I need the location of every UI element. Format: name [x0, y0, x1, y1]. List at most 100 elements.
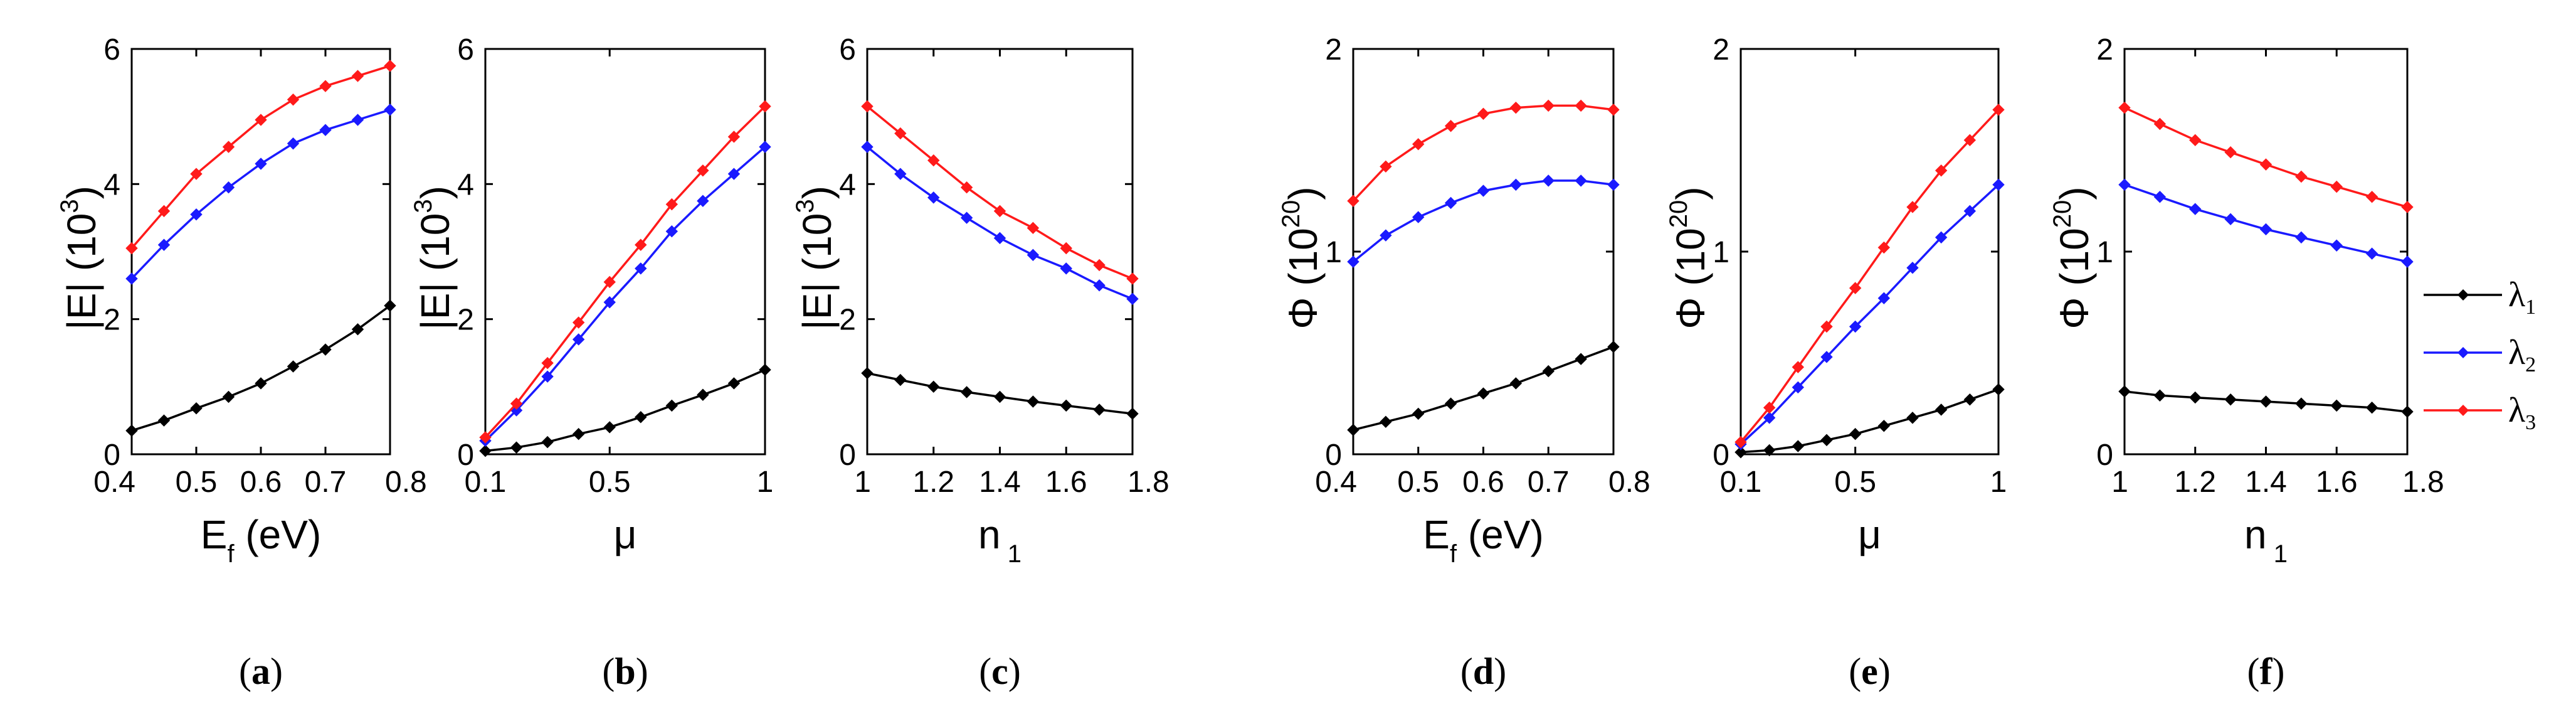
- data-point: [1963, 205, 1977, 218]
- plot-frame: [484, 48, 766, 456]
- data-point: [927, 154, 940, 167]
- data-point: [861, 141, 874, 153]
- series-lambda3: [2118, 101, 2414, 213]
- series-lambda3: [479, 100, 771, 444]
- data-point: [1509, 377, 1523, 390]
- y-axis-label: |E| (103): [791, 186, 840, 330]
- data-point: [1792, 381, 1805, 394]
- x-subscript: f: [1450, 540, 1457, 568]
- data-point: [894, 373, 907, 386]
- data-point: [1992, 383, 2005, 396]
- data-point: [384, 60, 396, 72]
- data-point: [993, 205, 1006, 218]
- series-lambda2: [1734, 178, 2005, 450]
- caption-letter: a: [251, 651, 270, 692]
- y-unit-close: ): [2052, 186, 2097, 200]
- data-point: [2330, 180, 2343, 193]
- x-tick-label: 1: [2111, 466, 2128, 499]
- caption-open: (: [602, 651, 615, 692]
- y-tick-label: 0: [1713, 439, 1729, 472]
- data-point: [2259, 223, 2272, 236]
- x-symbol: E: [1423, 512, 1450, 557]
- y-tick-label: 2: [839, 304, 856, 337]
- series-lambda3: [1734, 104, 2005, 449]
- y-tick-label: 4: [839, 168, 856, 201]
- data-point: [2224, 146, 2237, 159]
- data-point: [1763, 412, 1776, 424]
- data-point: [2118, 178, 2131, 191]
- data-point: [541, 435, 554, 449]
- data-point: [351, 323, 364, 336]
- data-point: [759, 363, 771, 376]
- data-point: [222, 390, 235, 403]
- data-point: [665, 399, 678, 412]
- series-line-lambda2: [1739, 184, 2000, 445]
- x-symbol: μ: [614, 512, 637, 557]
- series-lambda1: [861, 367, 1139, 420]
- data-point: [319, 124, 332, 136]
- data-point: [727, 168, 741, 180]
- x-tick-label: 1.6: [1045, 466, 1087, 499]
- caption-close: ): [1008, 651, 1021, 692]
- data-point: [2189, 134, 2202, 147]
- series-lambda2: [1347, 174, 1620, 268]
- x-symbol: n: [978, 512, 1001, 557]
- data-point: [927, 191, 940, 204]
- y-tick-label: 2: [103, 304, 120, 337]
- y-axis-label: Φ (1020): [1277, 186, 1326, 329]
- caption-letter: c: [991, 651, 1008, 692]
- data-point: [1444, 196, 1457, 210]
- data-point: [1347, 195, 1359, 207]
- data-point: [2330, 399, 2343, 412]
- data-point: [1542, 365, 1555, 378]
- legend-item-lambda1: λ1: [2424, 275, 2536, 319]
- data-point: [255, 157, 267, 170]
- series-line-lambda2: [866, 146, 1133, 301]
- data-point: [572, 333, 585, 346]
- data-point: [1734, 446, 1747, 459]
- x-tick-label: 0.5: [589, 466, 631, 499]
- data-point: [759, 100, 771, 113]
- data-point: [894, 168, 907, 180]
- data-point: [1877, 420, 1891, 432]
- series-line-lambda1: [485, 368, 766, 452]
- data-point: [603, 275, 616, 289]
- series-line-lambda3: [2124, 107, 2408, 208]
- y-axis-text: |E| (103): [791, 186, 840, 330]
- y-unit-close: ): [59, 186, 104, 199]
- data-point: [572, 427, 585, 440]
- x-symbol: μ: [1858, 512, 1881, 557]
- panel-caption: (f): [2247, 651, 2285, 692]
- y-unit-close: ): [413, 186, 458, 199]
- x-tick-label: 1.8: [2402, 466, 2444, 499]
- data-point: [1444, 120, 1457, 132]
- data-point: [2295, 231, 2308, 244]
- legend-item-lambda3: λ3: [2424, 391, 2536, 434]
- series-lambda1: [479, 363, 771, 457]
- y-axis-label: Φ (1020): [2049, 186, 2097, 329]
- x-tick-label: 0.8: [1608, 466, 1650, 499]
- series-line-lambda3: [866, 105, 1133, 280]
- data-point: [1060, 262, 1072, 275]
- data-point: [635, 262, 647, 275]
- data-point: [2259, 158, 2272, 171]
- y-axis-text: |E| (103): [409, 186, 458, 330]
- data-point: [1763, 402, 1776, 414]
- series-line-lambda1: [131, 304, 391, 432]
- data-point: [1380, 229, 1392, 242]
- data-point: [1509, 178, 1523, 191]
- data-point: [1607, 178, 1620, 191]
- caption-open: (: [1849, 651, 1861, 692]
- data-point: [1877, 292, 1891, 304]
- data-point: [2224, 213, 2237, 226]
- legend-subscript: 2: [2525, 353, 2536, 376]
- data-point: [1906, 201, 1919, 213]
- series-lambda3: [861, 100, 1139, 285]
- data-point: [1575, 99, 1587, 112]
- x-tick-label: 0.5: [1397, 466, 1439, 499]
- x-subscript: f: [227, 540, 235, 568]
- data-point: [1935, 231, 1948, 244]
- x-tick-label: 0.7: [305, 466, 347, 499]
